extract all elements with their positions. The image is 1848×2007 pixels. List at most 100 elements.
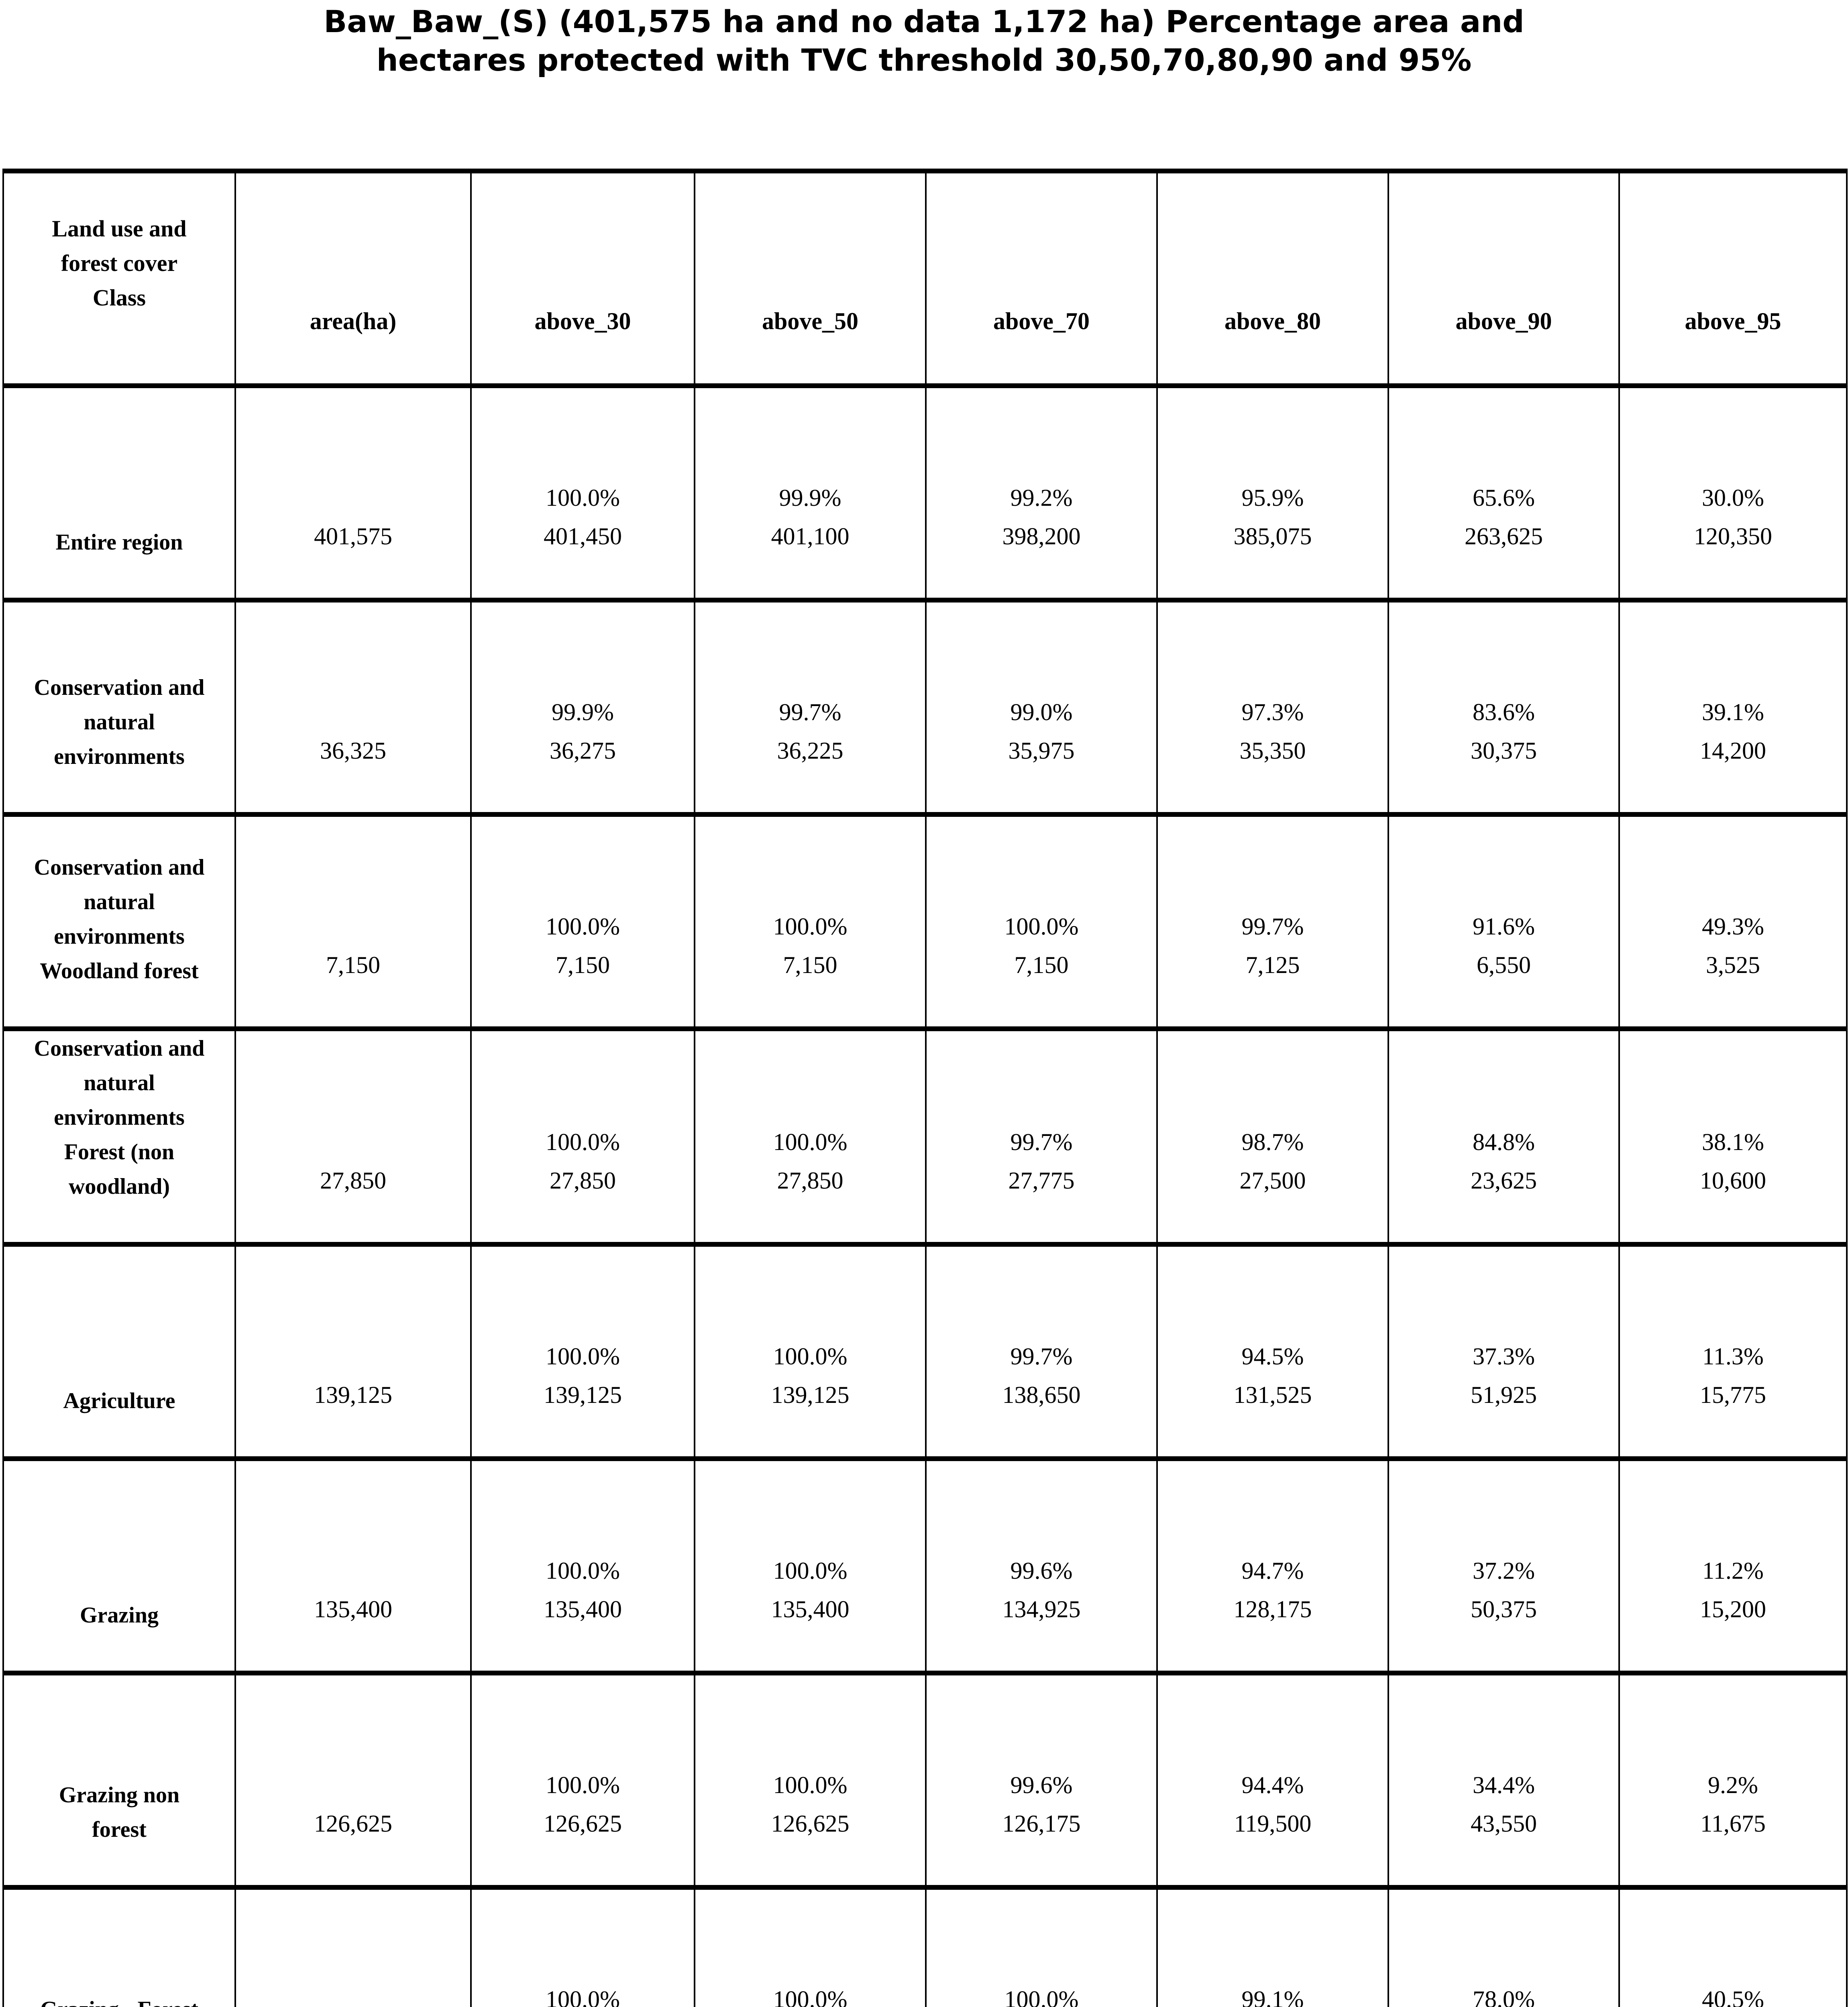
value-cell-r2-c1: 100.0% 7,150 [470, 814, 695, 1029]
hectares-value: 401,100 [771, 523, 850, 550]
value-box: 83.6% 30,375 [1389, 693, 1618, 812]
percent-value: 100.0% [1004, 913, 1079, 940]
value-cell-r5-c6: 11.2% 15,200 [1618, 1459, 1847, 1673]
percent-value [236, 907, 470, 946]
value-cell-r5-c5: 37.2% 50,375 [1388, 1459, 1619, 1673]
value-cell-r4-c5: 37.3% 51,925 [1388, 1244, 1619, 1459]
value-cell-r7-c6: 40.5%3,500 [1618, 1887, 1847, 2007]
value-cell-r3-c5: 84.8% 23,625 [1388, 1029, 1619, 1244]
value-box: 99.0% 35,975 [927, 693, 1156, 812]
hectares-value: 36,325 [320, 737, 386, 764]
row-label: Grazing non forest [59, 1783, 180, 1842]
page-title-line1: Baw_Baw_(S) (401,575 ha and no data 1,17… [324, 4, 1524, 39]
hectares-value: 3,525 [1706, 952, 1760, 978]
percent-value: 38.1% [1702, 1129, 1764, 1155]
percent-value: 100.0% [546, 1343, 620, 1370]
value-cell-r2-c3: 100.0% 7,150 [925, 814, 1157, 1029]
value-box: 100.0% 135,400 [472, 1551, 694, 1671]
row-label-cell: Conservation and natural environments [3, 600, 235, 814]
percent-value: 99.7% [779, 699, 841, 725]
value-cell-r0-c0: 401,575 [234, 386, 471, 600]
row-label: Conservation and natural environments [34, 675, 205, 769]
value-cell-r7-c3: 100.0%8,650 [925, 1887, 1157, 2007]
value-box: 100.0%8,650 [695, 1980, 925, 2007]
col-header-above-95: above_95 [1618, 171, 1847, 386]
col-header-above-70: above_70 [925, 171, 1157, 386]
percent-value: 99.7% [1010, 1129, 1073, 1155]
value-cell-r6-c0: 126,625 [234, 1673, 471, 1887]
percent-value: 100.0% [546, 1129, 620, 1155]
value-cell-r4-c2: 100.0% 139,125 [694, 1244, 926, 1459]
value-box: 99.7% 138,650 [927, 1337, 1156, 1456]
hectares-value: 6,550 [1477, 952, 1531, 978]
percent-value: 9.2% [1708, 1772, 1758, 1798]
percent-value [236, 693, 470, 731]
value-cell-r4-c4: 94.5% 131,525 [1156, 1244, 1388, 1459]
value-cell-r3-c2: 100.0% 27,850 [694, 1029, 926, 1244]
value-box: 91.6% 6,550 [1389, 907, 1618, 1026]
percent-value: 94.7% [1241, 1557, 1304, 1584]
value-box: 100.0% 27,850 [472, 1123, 694, 1242]
row-label-cell: Grazing - Forest (non woodland) [3, 1887, 235, 2007]
value-cell-r2-c2: 100.0% 7,150 [694, 814, 926, 1029]
hectares-value: 138,650 [1002, 1382, 1081, 1408]
value-box: 94.5% 131,525 [1158, 1337, 1388, 1456]
percent-value: 97.3% [1241, 699, 1304, 725]
hectares-value: 120,350 [1694, 523, 1772, 550]
value-cell-r7-c5: 78.0%6,750 [1388, 1887, 1619, 2007]
value-box: 95.9% 385,075 [1158, 478, 1388, 598]
value-box: 37.2% 50,375 [1389, 1551, 1618, 1671]
hectares-value: 50,375 [1471, 1596, 1537, 1622]
col-header-area-ha-: area(ha) [234, 171, 471, 386]
percent-value: 99.1% [1241, 1986, 1304, 2007]
hectares-value: 11,675 [1700, 1810, 1766, 1837]
percent-value: 83.6% [1473, 699, 1535, 725]
hectares-value: 135,400 [544, 1596, 622, 1622]
percent-value [236, 1123, 470, 1161]
value-cell-r6-c5: 34.4% 43,550 [1388, 1673, 1619, 1887]
percent-value: 11.2% [1702, 1557, 1764, 1584]
hectares-value: 7,150 [556, 952, 610, 978]
row-label: Grazing - Forest (non woodland) [4, 1992, 234, 2007]
hectares-value: 134,925 [1002, 1596, 1081, 1622]
value-box: 97.3% 35,350 [1158, 693, 1388, 812]
value-cell-r6-c4: 94.4% 119,500 [1156, 1673, 1388, 1887]
value-cell-r4-c1: 100.0% 139,125 [470, 1244, 695, 1459]
col-header-label: area(ha) [310, 308, 397, 334]
percent-value: 39.1% [1702, 699, 1764, 725]
row-label-cell: Conservation and natural environments Wo… [3, 814, 235, 1029]
value-box: 99.6% 134,925 [927, 1551, 1156, 1671]
table-header: Land use and forest cover Class area(ha) a… [3, 171, 1847, 386]
value-box: 99.1%8,575 [1158, 1980, 1388, 2007]
value-cell-r3-c3: 99.7% 27,775 [925, 1029, 1157, 1244]
row-label-cell: Entire region [3, 386, 235, 600]
percent-value: 100.0% [546, 1557, 620, 1584]
hectares-value: 385,075 [1233, 523, 1312, 550]
value-cell-r0-c3: 99.2% 398,200 [925, 386, 1157, 600]
col-header-label: above_95 [1685, 308, 1781, 334]
table-row: Conservation and natural environments 36,… [3, 600, 1847, 814]
value-cell-r7-c1: 100.0%8,650 [470, 1887, 695, 2007]
value-box: 100.0% 7,150 [695, 907, 925, 1026]
value-box: 94.7% 128,175 [1158, 1551, 1388, 1671]
value-box: 100.0% 401,450 [472, 478, 694, 598]
percent-value: 99.7% [1010, 1343, 1073, 1370]
value-box: 99.9% 36,275 [472, 693, 694, 812]
value-box: 99.7% 7,125 [1158, 907, 1388, 1026]
page-title: Baw_Baw_(S) (401,575 ha and no data 1,17… [0, 0, 1848, 79]
value-box: 100.0% 139,125 [695, 1337, 925, 1456]
col-header-class: Land use and forest cover Class [3, 171, 235, 386]
value-box: 9.2% 11,675 [1620, 1766, 1846, 1885]
value-box: 94.4% 119,500 [1158, 1766, 1388, 1885]
value-cell-r1-c2: 99.7% 36,225 [694, 600, 926, 814]
percent-value: 100.0% [1004, 1986, 1079, 2007]
hectares-value: 126,625 [544, 1810, 622, 1837]
percent-value: 100.0% [773, 913, 848, 940]
value-cell-r1-c1: 99.9% 36,275 [470, 600, 695, 814]
value-cell-r4-c0: 139,125 [234, 1244, 471, 1459]
table-row: Conservation and natural environments Fo… [3, 1029, 1847, 1244]
row-label-cell: Grazing [3, 1459, 235, 1673]
hectares-value: 36,225 [777, 737, 844, 764]
value-cell-r3-c0: 27,850 [234, 1029, 471, 1244]
value-box: 139,125 [236, 1337, 470, 1456]
